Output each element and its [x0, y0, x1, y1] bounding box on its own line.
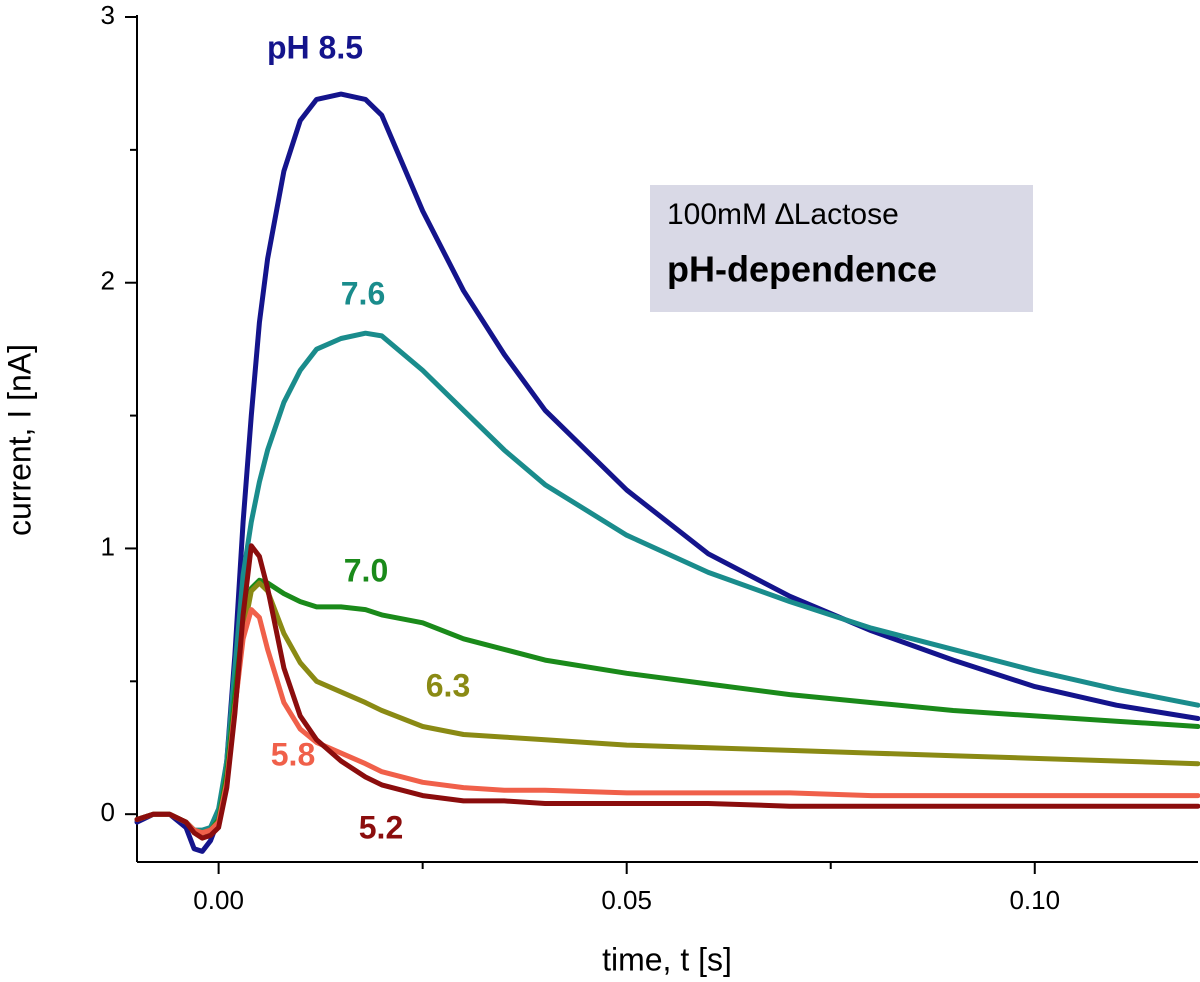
x-tick-label: 0.05 — [601, 885, 652, 915]
y-tick-label: 0 — [101, 797, 115, 827]
y-tick-label: 1 — [101, 531, 115, 561]
x-axis-label: time, t [s] — [602, 941, 732, 977]
series-line — [134, 91, 1200, 854]
x-tick-label: 0.10 — [1009, 885, 1060, 915]
series-label: 6.3 — [426, 667, 470, 703]
x-tick-label: 0.00 — [193, 885, 244, 915]
annotation-box — [650, 185, 1033, 312]
y-tick-label: 2 — [101, 266, 115, 296]
series-label: 5.2 — [359, 809, 403, 845]
y-tick-label: 3 — [101, 0, 115, 30]
annotation: 100mM ∆Lactose — [667, 198, 899, 231]
series-line — [134, 543, 1200, 841]
annotation: pH-dependence — [667, 249, 937, 290]
series-label: 7.0 — [344, 552, 388, 588]
series-line — [134, 607, 1200, 836]
series-label: pH 8.5 — [267, 29, 363, 65]
series-line — [134, 330, 1200, 833]
series-label: 7.6 — [341, 275, 385, 311]
y-axis-label: current, I [nA] — [1, 344, 37, 536]
series-label: 5.8 — [271, 736, 315, 772]
